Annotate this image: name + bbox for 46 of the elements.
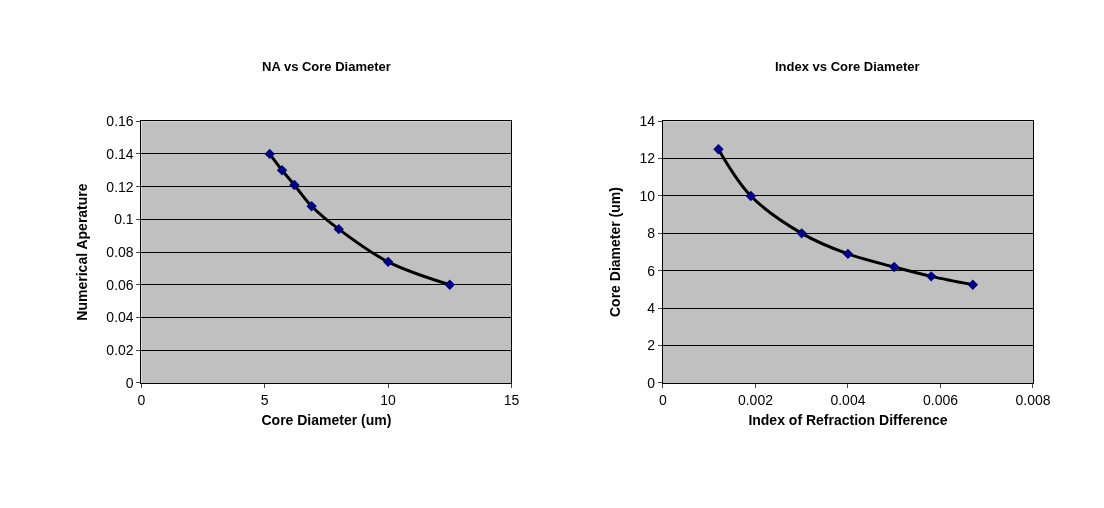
point: [289, 179, 300, 191]
y-tick-label: 14: [639, 113, 656, 130]
y-tick-label: 0.06: [106, 276, 134, 293]
point: [276, 165, 288, 176]
y-tick-label: 10: [639, 187, 656, 204]
point: [926, 271, 937, 282]
x-tick-label: 0: [137, 391, 146, 408]
y-tick-label: 0.14: [106, 145, 134, 162]
y-axis-title: Numerical Aperature: [73, 183, 90, 321]
y-tick-label: 0.1: [114, 211, 134, 228]
point: [444, 279, 455, 290]
y-tick-label: 0.04: [106, 309, 134, 326]
y-tick-label: 6: [647, 262, 656, 279]
x-tick-label: 0.004: [830, 391, 866, 408]
y-tick-label: 0.12: [106, 178, 134, 195]
y-tick-label: 0.02: [106, 342, 134, 359]
point: [967, 279, 979, 290]
y-tick-label: 12: [639, 150, 656, 167]
y-tick-label: 8: [647, 225, 656, 242]
y-tick-label: 0.08: [106, 243, 134, 260]
x-tick-label: 0.002: [737, 391, 774, 408]
point: [306, 201, 317, 212]
x-tick-label: 0.008: [1015, 391, 1051, 408]
y-tick-label: 4: [647, 300, 656, 317]
y-tick-label: 2: [647, 337, 656, 354]
chart-title: NA vs Core Diameter: [262, 59, 391, 74]
point: [333, 223, 344, 235]
point: [382, 256, 394, 268]
y-tick-label: 0: [647, 374, 656, 391]
point: [264, 148, 275, 160]
x-tick-label: 0.006: [922, 391, 959, 408]
point: [745, 190, 757, 202]
point: [796, 228, 807, 239]
point: [713, 144, 724, 155]
point: [842, 248, 854, 260]
x-tick-label: 10: [380, 391, 397, 408]
point: [889, 261, 900, 273]
x-tick-label: 15: [503, 391, 520, 408]
y-axis-title: Core Diameter (um): [607, 187, 624, 317]
x-axis-title: Core Diameter (um): [261, 412, 392, 428]
y-tick-label: 0: [125, 374, 134, 391]
x-axis-title: Index of Refraction Difference: [748, 412, 948, 428]
chart-title: Index vs Core Diameter: [775, 59, 920, 74]
x-tick-label: 0: [659, 391, 668, 408]
y-tick-label: 0.16: [106, 113, 134, 130]
x-tick-label: 5: [260, 391, 269, 408]
